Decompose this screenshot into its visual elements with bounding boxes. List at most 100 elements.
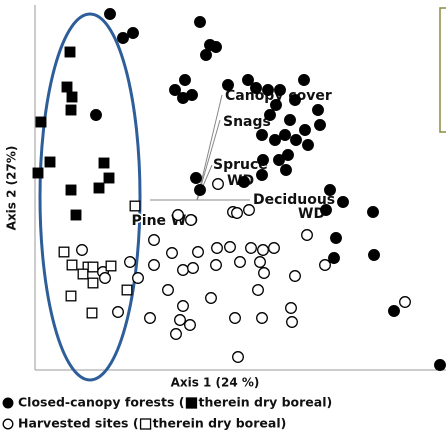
legend-label: Closed-canopy forests ( <box>18 395 184 410</box>
point <box>61 81 73 93</box>
point <box>212 178 224 190</box>
point <box>320 204 332 216</box>
point <box>234 256 246 268</box>
point <box>434 359 446 371</box>
point <box>252 284 264 296</box>
vector <box>196 94 223 201</box>
point <box>162 284 174 296</box>
point <box>314 119 326 131</box>
point <box>256 129 268 141</box>
point <box>86 307 98 319</box>
point <box>64 46 76 58</box>
point <box>132 272 144 284</box>
point <box>170 328 182 340</box>
point <box>210 259 222 271</box>
point <box>302 139 314 151</box>
point <box>238 176 250 188</box>
point <box>185 214 197 226</box>
point <box>87 277 99 289</box>
point <box>65 290 77 302</box>
vector-label: Deciduous <box>253 192 335 208</box>
legend-label: Harvested sites ( <box>18 416 139 431</box>
point <box>328 252 340 264</box>
point <box>210 41 222 53</box>
point <box>148 259 160 271</box>
point <box>367 206 379 218</box>
point <box>169 84 181 96</box>
point <box>289 94 301 106</box>
frame-edge <box>439 7 446 133</box>
point <box>211 242 223 254</box>
vector-label: Spruce <box>213 157 268 173</box>
point <box>269 134 281 146</box>
point <box>231 207 243 219</box>
legend-marker <box>2 397 14 409</box>
point <box>66 259 78 271</box>
vector-label: Canopy cover <box>225 88 332 104</box>
point <box>117 32 129 44</box>
legend-marker <box>185 397 198 409</box>
point <box>324 184 336 196</box>
point <box>337 196 349 208</box>
point <box>127 27 139 39</box>
point <box>58 246 70 258</box>
point <box>229 312 241 324</box>
point <box>257 154 269 166</box>
point <box>104 8 116 20</box>
point <box>274 84 286 96</box>
point <box>90 109 102 121</box>
x-axis-label: Axis 1 (24 %) <box>171 376 260 390</box>
point <box>65 104 77 116</box>
point <box>184 319 196 331</box>
legend-label: therein dry boreal) <box>153 416 287 431</box>
point <box>285 302 297 314</box>
point <box>279 129 291 141</box>
point <box>388 305 400 317</box>
point <box>256 169 268 181</box>
vector-label: Snags <box>223 114 271 130</box>
y-axis-label: Axis 2 (27%) <box>5 146 19 231</box>
point <box>179 74 191 86</box>
point <box>319 259 331 271</box>
point <box>124 256 136 268</box>
point <box>250 82 262 94</box>
point <box>166 247 178 259</box>
point <box>268 242 280 254</box>
point <box>190 172 202 184</box>
point <box>299 124 311 136</box>
point <box>35 116 47 128</box>
point <box>177 264 189 276</box>
point <box>254 256 266 268</box>
point <box>200 49 212 61</box>
point <box>243 204 255 216</box>
legend-marker <box>139 418 152 430</box>
point <box>65 184 77 196</box>
point <box>99 272 111 284</box>
point <box>282 149 294 161</box>
point <box>330 232 342 244</box>
point <box>284 114 296 126</box>
point <box>399 296 411 308</box>
point <box>298 74 310 86</box>
point <box>76 244 88 256</box>
point <box>93 182 105 194</box>
point <box>144 312 156 324</box>
point <box>77 268 89 280</box>
point <box>257 244 269 256</box>
point <box>290 134 302 146</box>
point <box>242 74 254 86</box>
highlight-ellipse <box>38 12 142 382</box>
point <box>289 270 301 282</box>
point <box>368 249 380 261</box>
point <box>192 246 204 258</box>
point <box>32 167 44 179</box>
point <box>222 79 234 91</box>
point <box>105 260 117 272</box>
point <box>103 172 115 184</box>
point <box>264 109 276 121</box>
point <box>232 351 244 363</box>
point <box>245 242 257 254</box>
point <box>186 89 198 101</box>
point <box>187 262 199 274</box>
